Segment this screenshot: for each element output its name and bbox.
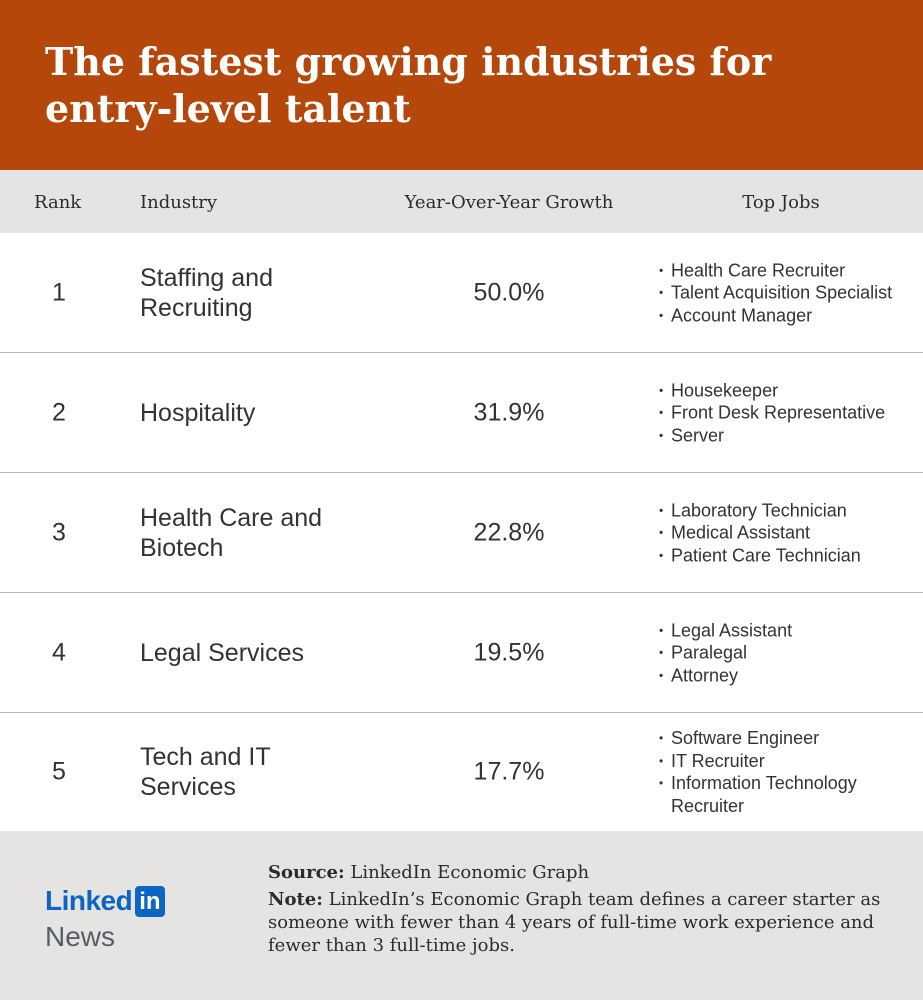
column-header-growth: Year-Over-Year Growth [404, 192, 614, 213]
table-row: 5 Tech and IT Services 17.7% Software En… [0, 713, 923, 831]
definition-note: Note: LinkedIn’s Economic Graph team def… [268, 888, 908, 957]
page-title: The fastest growing industries for entry… [45, 39, 772, 131]
job-item: Patient Care Technician [656, 544, 920, 567]
industry-cell: Hospitality [140, 398, 256, 427]
job-item: IT Recruiter [656, 750, 920, 773]
table-row: 1 Staffing and Recruiting 50.0% Health C… [0, 233, 923, 353]
job-item: Information Technology Recruiter [656, 772, 920, 817]
column-header-top-jobs: Top Jobs [742, 192, 820, 213]
industry-cell: Staffing and Recruiting [140, 263, 273, 322]
job-item: Front Desk Representative [656, 401, 920, 424]
job-item: Account Manager [656, 304, 920, 327]
linkedin-news-logo: Linked in News [45, 883, 165, 953]
job-item: Server [656, 424, 920, 447]
top-jobs-list: Legal Assistant Paralegal Attorney [656, 619, 920, 687]
source-note: Source: LinkedIn Economic Graph [268, 861, 908, 884]
job-item: Software Engineer [656, 727, 920, 750]
job-item: Paralegal [656, 641, 920, 664]
top-jobs-list: Health Care Recruiter Talent Acquisition… [656, 259, 920, 327]
rank-cell: 1 [52, 278, 66, 306]
rank-cell: 3 [52, 518, 66, 546]
source-text: LinkedIn Economic Graph [350, 862, 590, 883]
note-text: LinkedIn’s Economic Graph team defines a… [268, 889, 881, 956]
job-item: Attorney [656, 664, 920, 687]
growth-cell: 31.9% [473, 398, 545, 426]
job-item: Medical Assistant [656, 521, 920, 544]
linkedin-in-icon: in [135, 885, 165, 917]
rank-cell: 4 [52, 638, 66, 666]
footnotes: Source: LinkedIn Economic Graph Note: Li… [268, 861, 908, 961]
table-row: 2 Hospitality 31.9% Housekeeper Front De… [0, 353, 923, 473]
rank-cell: 2 [52, 398, 66, 426]
top-jobs-list: Laboratory Technician Medical Assistant … [656, 499, 920, 567]
footer: Linked in News Source: LinkedIn Economic… [0, 831, 923, 1000]
logo-news-label: News [45, 921, 116, 952]
title-banner: The fastest growing industries for entry… [0, 0, 923, 170]
table-header: Rank Industry Year-Over-Year Growth Top … [0, 170, 923, 233]
job-item: Housekeeper [656, 379, 920, 402]
top-jobs-list: Software Engineer IT Recruiter Informati… [656, 727, 920, 817]
growth-cell: 50.0% [473, 278, 545, 306]
note-label: Note: [268, 889, 323, 910]
column-header-industry: Industry [140, 192, 218, 213]
industry-cell: Legal Services [140, 638, 304, 667]
job-item: Legal Assistant [656, 619, 920, 642]
table-row: 4 Legal Services 19.5% Legal Assistant P… [0, 593, 923, 713]
source-label: Source: [268, 862, 345, 883]
rank-cell: 5 [52, 757, 66, 786]
growth-cell: 19.5% [473, 638, 545, 666]
job-item: Health Care Recruiter [656, 259, 920, 282]
column-header-rank: Rank [34, 192, 82, 213]
logo-wordmark: Linked [45, 885, 133, 916]
growth-cell: 22.8% [473, 518, 545, 546]
growth-cell: 17.7% [473, 757, 545, 786]
job-item: Talent Acquisition Specialist [656, 281, 920, 304]
industry-cell: Health Care and Biotech [140, 503, 323, 562]
industry-cell: Tech and IT Services [140, 743, 271, 801]
top-jobs-list: Housekeeper Front Desk Representative Se… [656, 379, 920, 447]
job-item: Laboratory Technician [656, 499, 920, 522]
table-row: 3 Health Care and Biotech 22.8% Laborato… [0, 473, 923, 593]
